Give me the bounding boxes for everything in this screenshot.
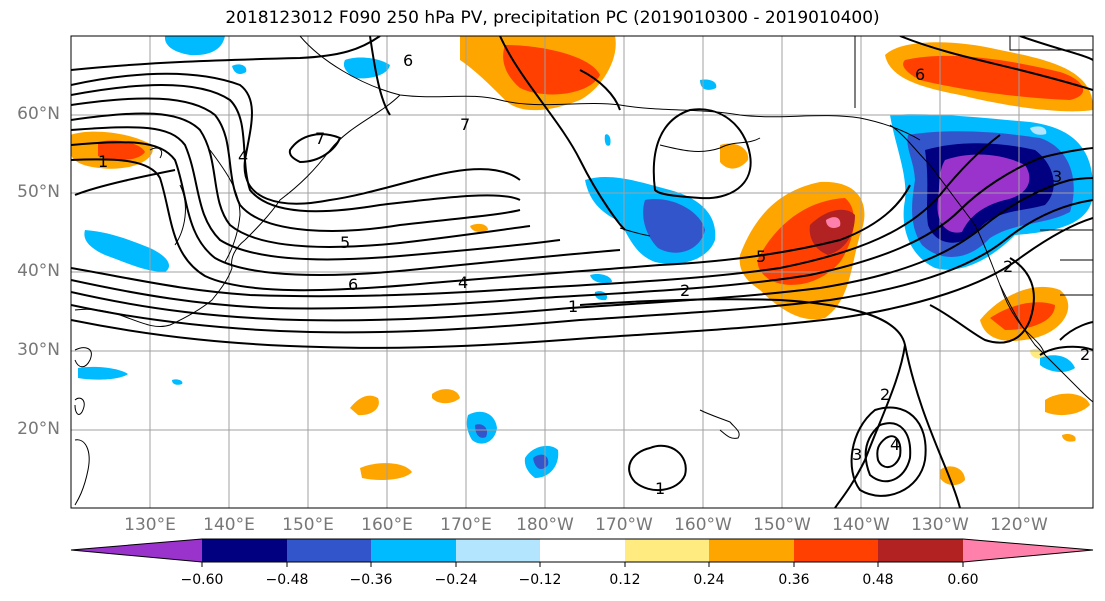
contour-label: 1: [655, 479, 665, 498]
lat-label: 40°N: [17, 261, 60, 281]
lat-label: 20°N: [17, 419, 60, 439]
colorbar-tick-label: −0.48: [265, 572, 309, 588]
contour-label: 4: [890, 435, 900, 454]
lon-label: 160°W: [674, 515, 732, 535]
contour-labels: 1 7 7 4 5 6 4 1 2 5 3 1 2 2 6 6 3 4 2: [98, 51, 1090, 498]
colorbar-swatch: [794, 539, 878, 562]
colorbar-tick-label: −0.36: [349, 572, 393, 588]
lon-label: 140°E: [203, 515, 255, 535]
plot-title: 2018123012 F090 250 hPa PV, precipitatio…: [225, 8, 880, 28]
lat-label: 30°N: [17, 340, 60, 360]
colorbar: [70, 538, 1094, 567]
colorbar-swatch: [963, 539, 1093, 562]
lon-label: 150°W: [753, 515, 811, 535]
colorbar-tick-label: 0.60: [947, 572, 979, 588]
lon-label: 140°W: [832, 515, 890, 535]
colorbar-swatch: [287, 539, 371, 562]
colorbar-swatch: [625, 539, 709, 562]
contour-label: 7: [315, 129, 325, 148]
colorbar-swatch: [878, 539, 963, 562]
lat-label: 50°N: [17, 182, 60, 202]
lon-label: 180°W: [516, 515, 574, 535]
positive-precip-shading: [71, 36, 1093, 486]
colorbar-swatch: [202, 539, 287, 562]
lon-label: 170°E: [440, 515, 492, 535]
lon-label: 120°W: [990, 515, 1048, 535]
contour-label: 2: [880, 385, 890, 404]
contour-label: 2: [1003, 257, 1013, 276]
contour-label: 1: [98, 152, 108, 171]
contour-label: 7: [460, 115, 470, 134]
contour-label: 5: [756, 247, 766, 266]
colorbar-tick-label: −0.24: [434, 572, 478, 588]
contour-label: 3: [1052, 167, 1062, 186]
lon-label: 130°E: [124, 515, 176, 535]
contour-label: 4: [238, 147, 248, 166]
contour-label: 6: [348, 275, 358, 294]
colorbar-tick-label: 0.12: [609, 572, 641, 588]
pv-contours: [71, 36, 1093, 508]
contour-label: 3: [852, 445, 862, 464]
contour-label: 5: [340, 233, 350, 252]
lon-label: 170°W: [595, 515, 653, 535]
colorbar-swatch: [709, 539, 794, 562]
colorbar-tick-label: −0.60: [180, 572, 224, 588]
colorbar-tick-label: 0.36: [778, 572, 810, 588]
colorbar-tick-label: 0.24: [693, 572, 725, 588]
lon-label: 160°E: [361, 515, 413, 535]
contour-label: 4: [458, 273, 468, 292]
colorbar-swatch: [456, 539, 540, 562]
contour-label: 6: [403, 51, 413, 70]
negative-precip-shading: [78, 36, 1093, 478]
contour-label: 6: [915, 65, 925, 84]
lon-label: 150°E: [282, 515, 334, 535]
colorbar-tick-label: −0.12: [518, 572, 562, 588]
colorbar-tick-label: 0.48: [862, 572, 894, 588]
contour-label: 2: [1080, 345, 1090, 364]
lon-label: 130°W: [911, 515, 969, 535]
map-frame: [70, 35, 1094, 509]
lat-label: 60°N: [17, 104, 60, 124]
colorbar-swatch: [371, 539, 456, 562]
contour-label: 1: [568, 297, 578, 316]
colorbar-swatch: [71, 539, 202, 562]
colorbar-swatch: [540, 539, 625, 562]
contour-label: 2: [680, 281, 690, 300]
